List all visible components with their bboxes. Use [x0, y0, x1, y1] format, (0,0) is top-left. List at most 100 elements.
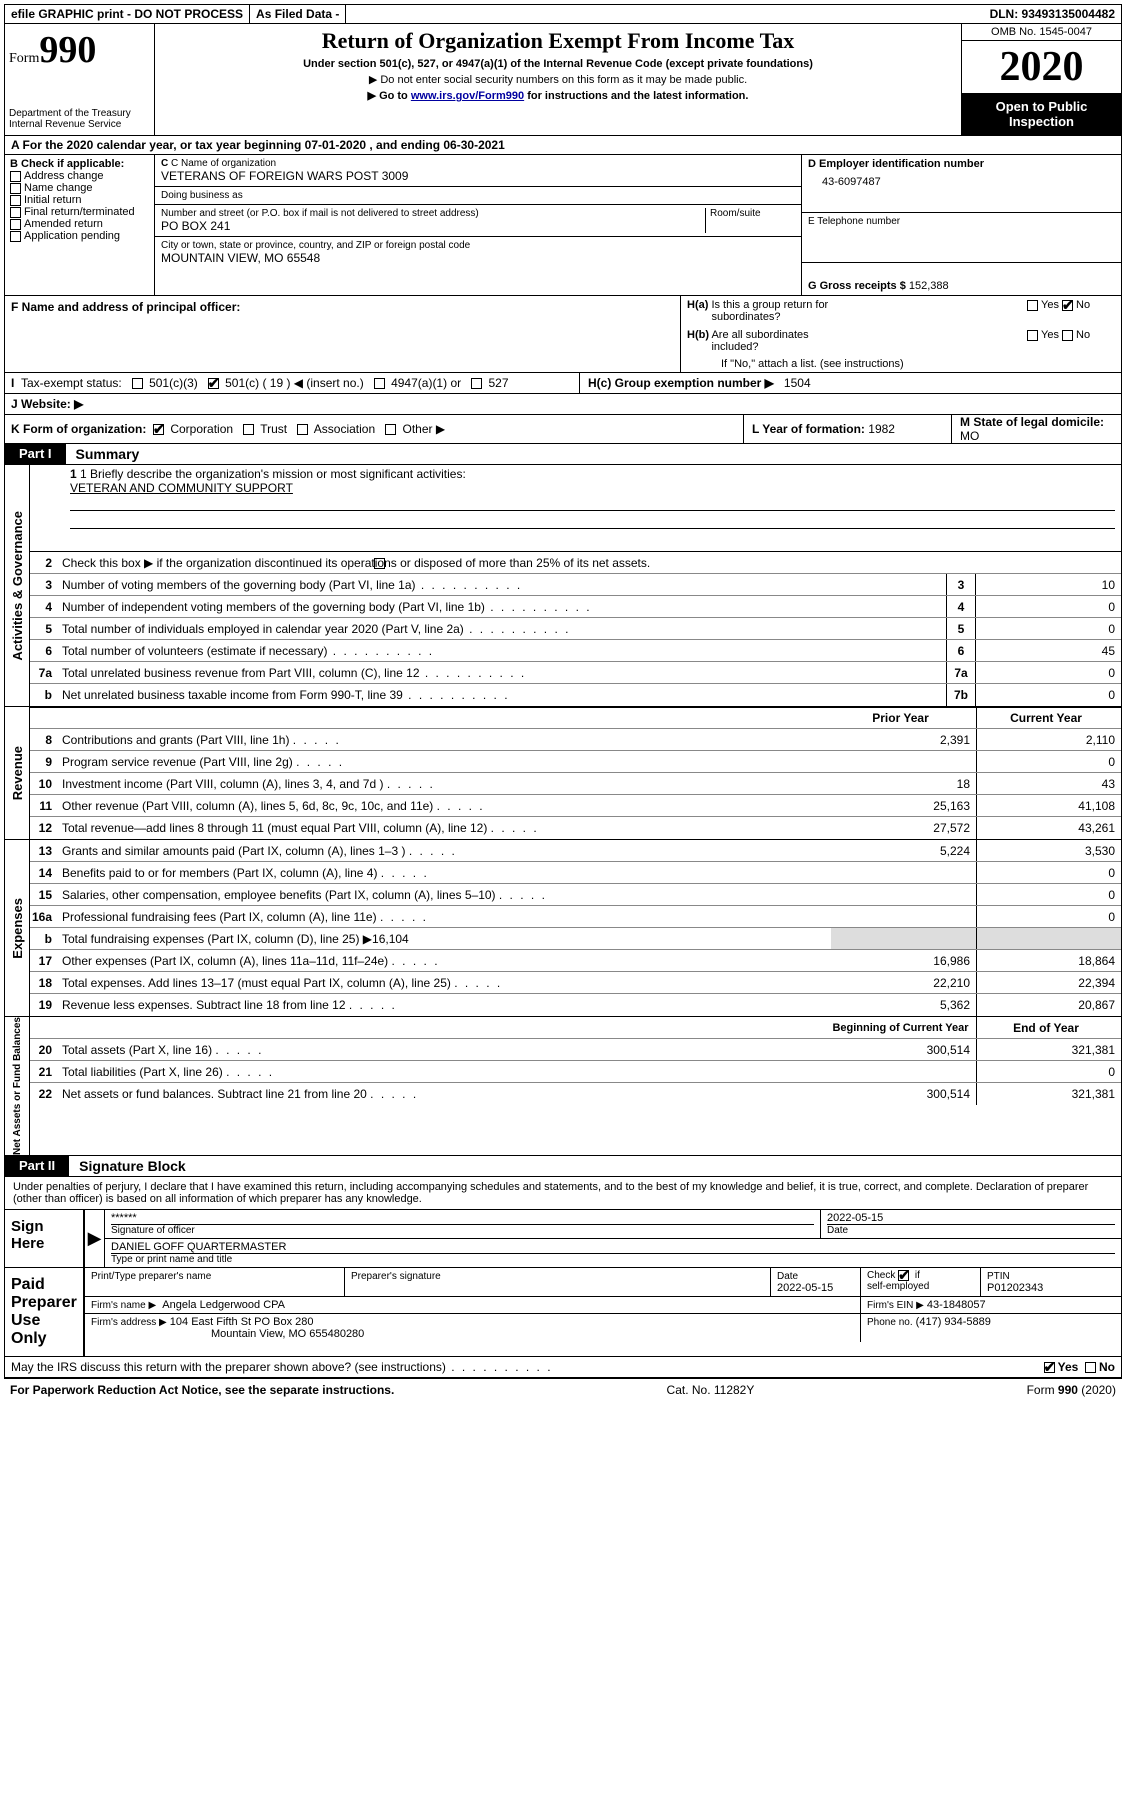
irs-link[interactable]: www.irs.gov/Form990 — [411, 90, 524, 102]
as-filed: As Filed Data - — [250, 5, 346, 23]
gross-value: 152,388 — [909, 280, 949, 292]
row-a-tax-year: A For the 2020 calendar year, or tax yea… — [4, 136, 1122, 155]
exp-line-17: 17Other expenses (Part IX, column (A), l… — [30, 950, 1121, 972]
revenue-section: Revenue Prior Year Current Year 8Contrib… — [4, 707, 1122, 840]
checkbox-ha-no[interactable] — [1062, 300, 1073, 311]
opt-final: Final return/terminated — [24, 206, 135, 218]
ptin-label: PTIN — [987, 1271, 1010, 1282]
checkbox-hb-yes[interactable] — [1027, 330, 1038, 341]
checkbox-527[interactable] — [471, 378, 482, 389]
gov-line-3: 3Number of voting members of the governi… — [30, 574, 1121, 596]
hc-value: 1504 — [784, 376, 811, 390]
form-990-page: efile GRAPHIC print - DO NOT PROCESS As … — [0, 0, 1126, 1405]
sign-arrow-icon: ▶ — [85, 1210, 105, 1267]
gov-line-7a: 7aTotal unrelated business revenue from … — [30, 662, 1121, 684]
part2-header: Part II Signature Block — [4, 1156, 1122, 1177]
firm-addr1: 104 East Fifth St PO Box 280 — [170, 1316, 314, 1328]
officer-name: DANIEL GOFF QUARTERMASTER — [111, 1241, 1115, 1253]
discuss-yes: Yes — [1058, 1360, 1079, 1374]
form-box: Form990 Department of the Treasury Inter… — [5, 24, 155, 135]
section-c: C C Name of organization VETERANS OF FOR… — [155, 155, 801, 295]
checkbox-501c3[interactable] — [132, 378, 143, 389]
section-b: B Check if applicable: Address change Na… — [5, 155, 155, 295]
checkbox-other[interactable] — [385, 424, 396, 435]
ha-no: No — [1076, 299, 1090, 311]
checkbox-discuss-yes[interactable] — [1044, 1362, 1055, 1373]
opt-address: Address change — [24, 170, 104, 182]
firm-name-label: Firm's name ▶ — [91, 1300, 156, 1311]
org-name-label: C Name of organization — [171, 158, 276, 169]
opt-501c3: 501(c)(3) — [149, 376, 198, 390]
opt-527: 527 — [488, 376, 508, 390]
website-label: J Website: ▶ — [11, 397, 83, 411]
section-b-header: B Check if applicable: — [10, 158, 124, 170]
hc-label: H(c) Group exemption number ▶ — [588, 376, 774, 390]
checkbox-501c[interactable] — [208, 378, 219, 389]
opt-4947: 4947(a)(1) or — [391, 376, 461, 390]
type-label: Type or print name and title — [111, 1253, 1115, 1265]
omb-number: OMB No. 1545-0047 — [962, 24, 1121, 41]
form-header: Form990 Department of the Treasury Inter… — [4, 24, 1122, 136]
phone-label: Phone no. — [867, 1317, 913, 1328]
rev-line-11: 11Other revenue (Part VIII, column (A), … — [30, 795, 1121, 817]
rev-line-9: 9Program service revenue (Part VIII, lin… — [30, 751, 1121, 773]
checkbox-corp[interactable] — [153, 424, 164, 435]
m-value: MO — [960, 429, 979, 443]
net-line-22: 22Net assets or fund balances. Subtract … — [30, 1083, 1121, 1105]
checkbox-hb-no[interactable] — [1062, 330, 1073, 341]
exp-line-14: 14Benefits paid to or for members (Part … — [30, 862, 1121, 884]
netassets-section: Net Assets or Fund Balances Beginning of… — [4, 1017, 1122, 1156]
prep-name-label: Print/Type preparer's name — [91, 1271, 211, 1282]
checkbox-name-change[interactable] — [10, 183, 21, 194]
top-bar: efile GRAPHIC print - DO NOT PROCESS As … — [4, 4, 1122, 24]
ein-value: 43-6097487 — [808, 170, 1115, 194]
checkbox-discontinued[interactable] — [374, 558, 385, 569]
line2: Check this box ▶ if the organization dis… — [58, 554, 1121, 572]
check-self: Check ifself-employed — [867, 1270, 929, 1292]
checkbox-address-change[interactable] — [10, 171, 21, 182]
tab-netassets: Net Assets or Fund Balances — [12, 1017, 23, 1155]
rev-line-10: 10Investment income (Part VIII, column (… — [30, 773, 1121, 795]
note-link: ▶ Go to www.irs.gov/Form990 for instruct… — [163, 89, 953, 102]
checkbox-discuss-no[interactable] — [1085, 1362, 1096, 1373]
checkbox-4947[interactable] — [374, 378, 385, 389]
checkbox-final[interactable] — [10, 207, 21, 218]
checkbox-trust[interactable] — [243, 424, 254, 435]
tax-year: 2020 — [962, 41, 1121, 93]
part1-title: Summary — [66, 444, 150, 464]
part1-tab: Part I — [5, 444, 66, 464]
public-inspection: Open to Public Inspection — [962, 93, 1121, 135]
checkbox-ha-yes[interactable] — [1027, 300, 1038, 311]
rev-line-8: 8Contributions and grants (Part VIII, li… — [30, 729, 1121, 751]
col-current: Current Year — [976, 708, 1121, 728]
row-j: J Website: ▶ — [4, 394, 1122, 415]
gov-line-4: 4Number of independent voting members of… — [30, 596, 1121, 618]
prep-sig-label: Preparer's signature — [351, 1271, 441, 1282]
firm-addr-label: Firm's address ▶ — [91, 1317, 167, 1328]
checkbox-initial[interactable] — [10, 195, 21, 206]
city-value: MOUNTAIN VIEW, MO 65548 — [161, 251, 795, 265]
firm-ein-label: Firm's EIN ▶ — [867, 1300, 924, 1311]
exp-line-13: 13Grants and similar amounts paid (Part … — [30, 840, 1121, 862]
l-label: L Year of formation: — [752, 422, 865, 436]
prep-date-label: Date — [777, 1271, 798, 1282]
line1-label: 1 1 Briefly describe the organization's … — [70, 467, 1115, 481]
checkbox-pending[interactable] — [10, 231, 21, 242]
discuss-text: May the IRS discuss this return with the… — [11, 1360, 446, 1374]
k-label: K Form of organization: — [11, 422, 146, 436]
hb-yes: Yes — [1041, 329, 1059, 341]
footer-right: Form 990 (2020) — [1027, 1383, 1116, 1397]
checkbox-amended[interactable] — [10, 219, 21, 230]
gov-line-7b: bNet unrelated business taxable income f… — [30, 684, 1121, 706]
checkbox-self-employed[interactable] — [898, 1270, 909, 1281]
addr-value: PO BOX 241 — [161, 219, 705, 233]
efile-notice: efile GRAPHIC print - DO NOT PROCESS — [5, 5, 250, 23]
net-line-20: 20Total assets (Part X, line 16) 300,514… — [30, 1039, 1121, 1061]
opt-other: Other ▶ — [403, 422, 446, 436]
section-f-h: F Name and address of principal officer:… — [4, 296, 1122, 373]
form-number: 990 — [39, 29, 96, 71]
part2-title: Signature Block — [69, 1156, 196, 1176]
checkbox-assoc[interactable] — [297, 424, 308, 435]
city-label: City or town, state or province, country… — [161, 240, 795, 251]
phone: (417) 934-5889 — [916, 1316, 991, 1328]
